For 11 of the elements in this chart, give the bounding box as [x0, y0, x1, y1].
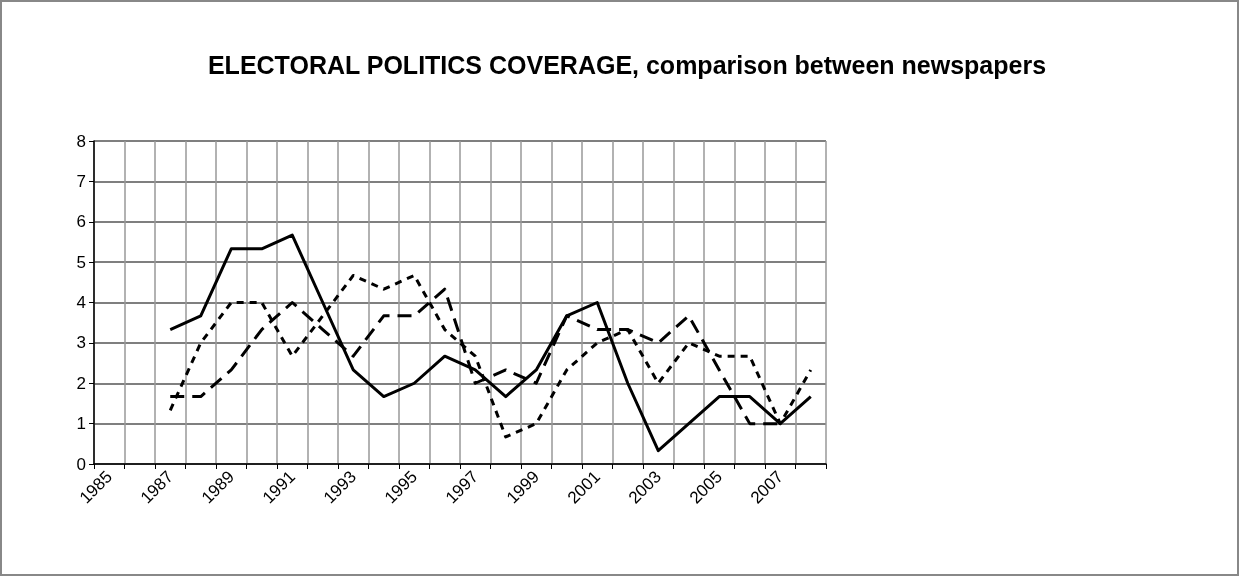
y-tick-label: 8: [76, 131, 86, 151]
line-series: [168, 233, 813, 453]
y-tick-label: 6: [76, 212, 86, 232]
y-tick-label: 4: [76, 293, 86, 312]
y-tick-label: 5: [76, 252, 86, 272]
y-tick-label: 0: [76, 454, 86, 474]
y-tick-label: 3: [76, 333, 86, 353]
y-tick-label: 7: [76, 171, 86, 191]
y-tick-label: 2: [76, 373, 86, 393]
y-tick-label: 1: [76, 414, 86, 434]
chart-title: ELECTORAL POLITICS COVERAGE, comparison between newspapers: [207, 50, 1047, 79]
